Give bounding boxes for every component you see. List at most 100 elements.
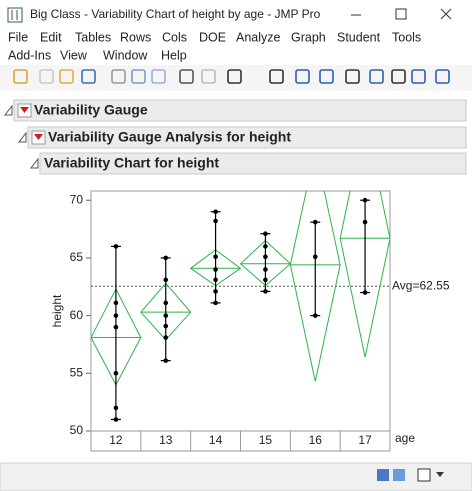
menu-item[interactable]: Analyze bbox=[236, 30, 281, 44]
y-tick-label: 55 bbox=[70, 365, 84, 379]
toolbar-button[interactable] bbox=[151, 69, 166, 84]
window-title: Big Class - Variability Chart of height … bbox=[30, 7, 321, 21]
disclosure-triangle[interactable] bbox=[3, 104, 13, 116]
status-icons bbox=[377, 468, 444, 482]
y-axis-label: height bbox=[50, 294, 64, 327]
data-point bbox=[263, 254, 268, 260]
y-tick-label: 50 bbox=[70, 423, 84, 437]
data-point bbox=[213, 267, 218, 272]
toolbar-button[interactable] bbox=[59, 69, 74, 84]
data-point bbox=[163, 277, 169, 283]
plot-area bbox=[91, 191, 390, 422]
toolbar-button[interactable] bbox=[435, 69, 450, 84]
data-point bbox=[263, 289, 268, 294]
data-point bbox=[362, 290, 368, 295]
menu-item[interactable]: Window bbox=[103, 48, 148, 62]
toolbar-button[interactable] bbox=[391, 69, 406, 84]
data-point bbox=[263, 267, 268, 272]
y-tick-label: 70 bbox=[70, 192, 84, 206]
y-tick-label: 65 bbox=[70, 250, 84, 264]
menu-item[interactable]: Add-Ins bbox=[8, 48, 51, 62]
outline-title: Variability Gauge bbox=[34, 102, 148, 118]
menu-item[interactable]: Rows bbox=[120, 30, 151, 44]
outline-title: Variability Chart for height bbox=[44, 155, 219, 171]
x-tick-label: 14 bbox=[209, 433, 223, 447]
data-point bbox=[113, 324, 119, 330]
y-tick-label: 60 bbox=[70, 308, 84, 322]
data-point bbox=[312, 219, 318, 225]
disclosure-triangle[interactable] bbox=[29, 157, 39, 169]
toolbar bbox=[0, 65, 472, 91]
toolbar-button[interactable] bbox=[13, 69, 28, 84]
x-tick-label: 16 bbox=[309, 433, 323, 447]
x-tick-label: 17 bbox=[358, 433, 372, 447]
outline-header bbox=[39, 152, 467, 175]
toolbar-button[interactable] bbox=[201, 69, 216, 84]
toolbar-button[interactable] bbox=[319, 69, 334, 84]
data-point bbox=[362, 197, 368, 203]
data-point bbox=[312, 313, 318, 318]
data-point bbox=[113, 244, 119, 249]
toolbar-button[interactable] bbox=[39, 69, 54, 84]
data-point bbox=[113, 417, 119, 422]
menu-item[interactable]: Tools bbox=[392, 30, 421, 44]
data-point bbox=[213, 218, 218, 224]
disclosure-triangle[interactable] bbox=[17, 131, 27, 143]
data-point bbox=[213, 209, 218, 215]
menu-item[interactable]: View bbox=[60, 48, 88, 62]
menu-item[interactable]: DOE bbox=[199, 30, 226, 44]
toolbar-button[interactable] bbox=[131, 69, 146, 84]
mean-diamond bbox=[140, 282, 192, 341]
data-point bbox=[213, 289, 218, 294]
menu-item[interactable]: Student bbox=[337, 30, 381, 44]
data-point bbox=[263, 244, 268, 249]
mean-diamond bbox=[289, 191, 341, 382]
data-point bbox=[263, 231, 268, 236]
toolbar-button[interactable] bbox=[227, 69, 242, 84]
maximize-button[interactable] bbox=[395, 8, 407, 20]
data-point bbox=[213, 277, 218, 283]
app-icon bbox=[7, 7, 23, 23]
data-point bbox=[312, 254, 318, 260]
x-tick-label: 12 bbox=[109, 433, 123, 447]
data-point bbox=[113, 405, 119, 411]
data-point bbox=[113, 371, 119, 376]
toolbar-button[interactable] bbox=[179, 69, 194, 84]
data-point bbox=[163, 300, 169, 306]
x-tick-label: 13 bbox=[159, 433, 173, 447]
data-point bbox=[213, 300, 218, 306]
menu-item[interactable]: Cols bbox=[162, 30, 187, 44]
data-point bbox=[113, 313, 119, 318]
menu-item[interactable]: Graph bbox=[291, 30, 326, 44]
outline-header bbox=[13, 99, 467, 122]
data-point bbox=[163, 358, 169, 363]
data-point bbox=[163, 313, 169, 318]
toolbar-button[interactable] bbox=[111, 69, 126, 84]
data-point bbox=[113, 300, 119, 306]
toolbar-icons bbox=[13, 69, 450, 84]
data-point bbox=[362, 219, 368, 225]
data-point bbox=[263, 277, 268, 283]
outline-header bbox=[27, 126, 467, 149]
x-axis-label: age bbox=[395, 431, 415, 445]
toolbar-button[interactable] bbox=[295, 69, 310, 84]
toolbar-button[interactable] bbox=[269, 69, 284, 84]
menu-item[interactable]: Edit bbox=[40, 30, 62, 44]
x-tick-label: 15 bbox=[259, 433, 273, 447]
toolbar-button[interactable] bbox=[369, 69, 384, 84]
toolbar-button[interactable] bbox=[81, 69, 96, 84]
menu-item[interactable]: Tables bbox=[75, 30, 111, 44]
red-triangle bbox=[20, 107, 29, 113]
data-point bbox=[163, 335, 169, 340]
menu-item[interactable]: File bbox=[8, 30, 28, 44]
data-point bbox=[213, 254, 218, 260]
outline-title: Variability Gauge Analysis for height bbox=[48, 129, 291, 145]
toolbar-button[interactable] bbox=[411, 69, 426, 84]
data-point bbox=[163, 255, 169, 261]
close-button[interactable] bbox=[440, 8, 452, 20]
average-label: Avg=62.55 bbox=[392, 278, 450, 292]
toolbar-button[interactable] bbox=[345, 69, 360, 84]
menu-item[interactable]: Help bbox=[161, 48, 187, 62]
data-point bbox=[163, 323, 169, 329]
